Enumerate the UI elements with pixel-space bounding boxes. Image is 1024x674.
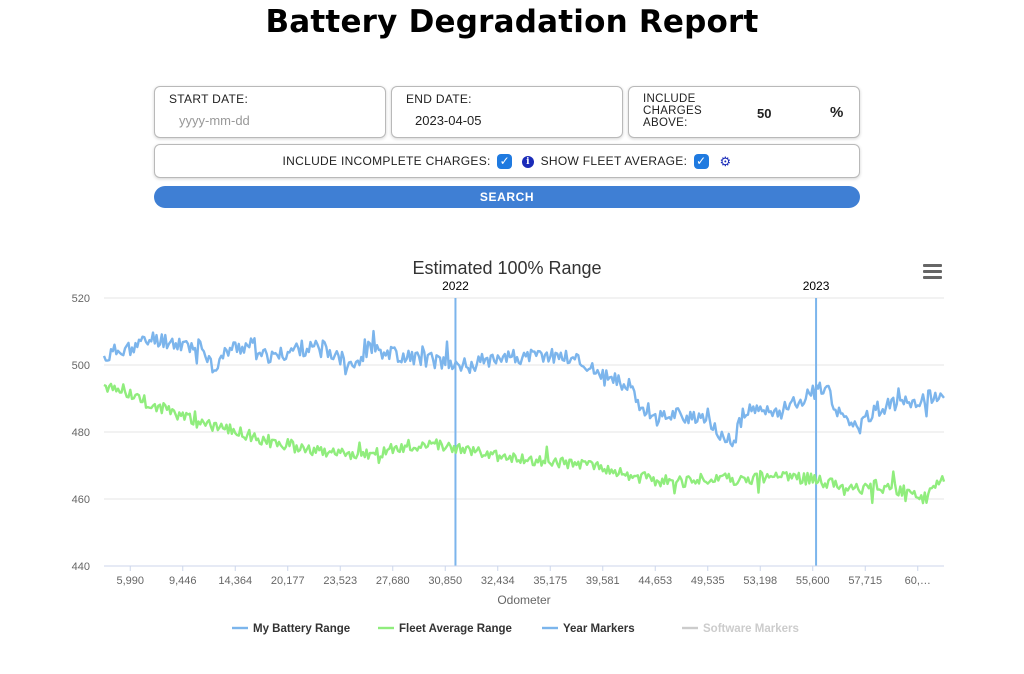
x-tick-label: 55,600 <box>796 575 830 587</box>
legend-item[interactable]: Year Markers <box>542 623 635 635</box>
series-line-my-battery-range <box>102 329 945 448</box>
legend-label: Software Markers <box>703 623 799 635</box>
legend-item[interactable]: Software Markers <box>682 623 799 635</box>
show-fleet-average-label: SHOW FLEET AVERAGE: <box>540 154 688 168</box>
charges-above-value[interactable]: 50 <box>757 106 772 121</box>
chart-title: Estimated 100% Range <box>412 258 601 278</box>
end-date-value[interactable]: 2023-04-05 <box>415 113 482 128</box>
x-tick-label: 39,581 <box>586 575 620 587</box>
legend-label: Year Markers <box>563 623 635 635</box>
x-tick-label: 53,198 <box>743 575 777 587</box>
end-date-label: END DATE: <box>406 92 472 106</box>
charges-above-label-line2: CHARGES <box>643 105 702 117</box>
chart-menu-icon[interactable] <box>923 264 942 280</box>
options-row: INCLUDE INCOMPLETE CHARGES: ✓ i SHOW FLE… <box>154 144 860 178</box>
include-incomplete-label: INCLUDE INCOMPLETE CHARGES: <box>282 154 491 168</box>
page-title: Battery Degradation Report <box>265 4 759 40</box>
year-marker-label: 2022 <box>442 279 469 293</box>
legend-label: My Battery Range <box>253 623 350 635</box>
start-date-label: START DATE: <box>169 92 249 106</box>
charges-above-label: INCLUDE CHARGES ABOVE: <box>643 93 702 129</box>
x-tick-label: 14,364 <box>218 575 252 587</box>
year-marker-label: 2023 <box>803 279 830 293</box>
charges-above-label-line1: INCLUDE <box>643 93 696 105</box>
gear-icon[interactable]: ⚙ <box>719 153 732 169</box>
x-tick-label: 27,680 <box>376 575 410 587</box>
x-axis-title: Odometer <box>497 593 550 607</box>
x-tick-label: 9,446 <box>169 575 197 587</box>
x-tick-label: 5,990 <box>116 575 144 587</box>
info-icon[interactable]: i <box>521 155 534 168</box>
legend-item[interactable]: Fleet Average Range <box>378 623 512 635</box>
x-tick-label: 32,434 <box>481 575 515 587</box>
legend-item[interactable]: My Battery Range <box>232 623 350 635</box>
percent-unit: % <box>830 104 844 121</box>
x-tick-label: 60,… <box>905 575 931 587</box>
x-tick-label: 44,653 <box>638 575 672 587</box>
y-tick-label: 520 <box>72 293 90 305</box>
charges-above-label-line3: ABOVE: <box>643 117 688 129</box>
start-date-field[interactable]: START DATE: yyyy-mm-dd <box>154 86 386 138</box>
y-tick-label: 500 <box>72 360 90 372</box>
charges-above-field[interactable]: INCLUDE CHARGES ABOVE: 50 % <box>628 86 860 138</box>
x-tick-label: 20,177 <box>271 575 305 587</box>
x-tick-label: 23,523 <box>323 575 357 587</box>
x-tick-label: 57,715 <box>848 575 882 587</box>
end-date-field[interactable]: END DATE: 2023-04-05 <box>391 86 623 138</box>
y-tick-label: 440 <box>72 561 90 573</box>
series-line-fleet-average-range <box>103 382 946 505</box>
legend-label: Fleet Average Range <box>399 623 512 635</box>
x-tick-label: 30,850 <box>428 575 462 587</box>
start-date-placeholder[interactable]: yyyy-mm-dd <box>179 113 250 128</box>
x-tick-label: 49,535 <box>691 575 725 587</box>
search-button[interactable]: SEARCH <box>154 186 860 208</box>
y-tick-label: 480 <box>72 427 90 439</box>
include-incomplete-checkbox[interactable]: ✓ <box>497 154 513 170</box>
y-tick-label: 460 <box>72 494 90 506</box>
show-fleet-average-checkbox[interactable]: ✓ <box>693 154 709 170</box>
x-tick-label: 35,175 <box>533 575 567 587</box>
